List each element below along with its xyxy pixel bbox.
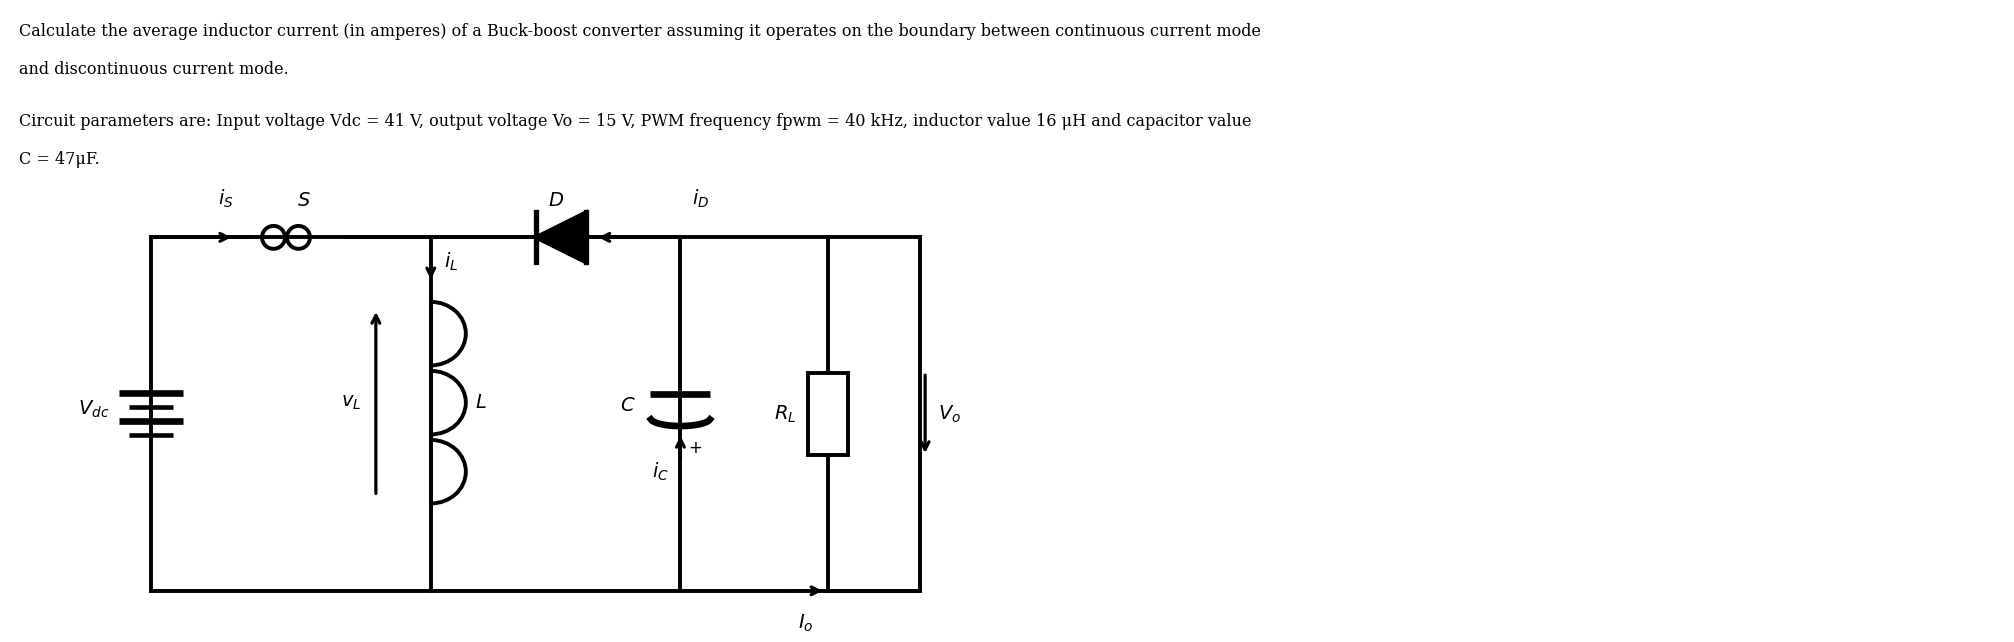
Text: $R_L$: $R_L$ [773, 403, 796, 425]
Text: C = 47μF.: C = 47μF. [20, 151, 101, 168]
Bar [808, 373, 848, 455]
Text: $V_{dc}$: $V_{dc}$ [79, 399, 109, 420]
Text: $i_C$: $i_C$ [653, 461, 669, 483]
Text: Calculate the average inductor current (in amperes) of a Buck-boost converter as: Calculate the average inductor current (… [20, 23, 1261, 40]
Text: $i_L$: $i_L$ [443, 251, 457, 273]
Text: $v_L$: $v_L$ [340, 394, 361, 412]
Text: $+$: $+$ [689, 440, 703, 457]
Text: $V_o$: $V_o$ [939, 403, 961, 425]
Polygon shape [536, 213, 586, 262]
Text: $S$: $S$ [298, 193, 310, 211]
Text: $I_o$: $I_o$ [798, 612, 814, 634]
Text: $i_S$: $i_S$ [218, 188, 234, 211]
Text: $D$: $D$ [548, 193, 564, 211]
Text: $i_D$: $i_D$ [693, 188, 709, 211]
Text: $L$: $L$ [475, 394, 487, 412]
Text: $C$: $C$ [620, 397, 636, 415]
Text: and discontinuous current mode.: and discontinuous current mode. [20, 61, 290, 78]
Text: Circuit parameters are: Input voltage Vdc = 41 V, output voltage Vo = 15 V, PWM : Circuit parameters are: Input voltage Vd… [20, 113, 1253, 130]
